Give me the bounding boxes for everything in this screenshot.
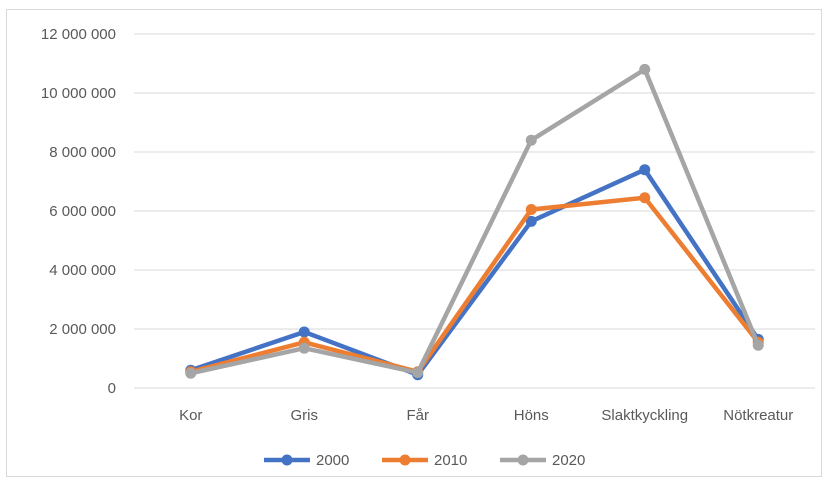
legend-swatch-marker	[517, 454, 529, 466]
legend-label: 2020	[552, 452, 585, 469]
legend: 2000 2010 2020	[264, 452, 585, 469]
x-tick-label: Slaktkyckling	[601, 407, 688, 424]
x-tick-label: Kor	[179, 407, 202, 424]
y-axis-ticks: 0 2 000 000 4 000 000 6 000 000 8 000 000 10 …	[41, 26, 116, 397]
series-2020	[185, 63, 764, 379]
legend-label: 2000	[316, 452, 349, 469]
gridlines	[134, 33, 815, 389]
y-tick-label: 0	[108, 380, 116, 397]
data-point	[639, 164, 651, 176]
legend-swatch-marker	[281, 454, 293, 466]
data-point	[185, 367, 197, 379]
data-point	[525, 134, 537, 146]
legend-swatch-marker	[399, 454, 411, 466]
x-axis-ticks: Kor Gris Får Höns Slaktkyckling Nötkreatur	[179, 407, 793, 424]
series-line	[188, 195, 761, 375]
legend-item-2000: 2000	[264, 452, 349, 469]
data-point	[298, 326, 310, 338]
x-tick-label: Nötkreatur	[723, 407, 793, 424]
data-point	[412, 367, 424, 379]
data-point	[525, 215, 537, 227]
data-point	[525, 204, 537, 216]
data-point	[752, 339, 764, 351]
legend-label: 2010	[434, 452, 467, 469]
y-tick-label: 2 000 000	[49, 321, 116, 338]
y-tick-label: 10 000 000	[41, 85, 116, 102]
series-line	[188, 67, 761, 376]
series-2000	[185, 164, 764, 381]
x-tick-label: Gris	[291, 407, 319, 424]
chart-frame	[6, 9, 822, 477]
data-point	[298, 342, 310, 354]
x-tick-label: Får	[407, 407, 430, 424]
data-point	[639, 63, 651, 75]
series-lines	[185, 63, 764, 381]
y-tick-label: 6 000 000	[49, 203, 116, 220]
y-tick-label: 4 000 000	[49, 262, 116, 279]
legend-item-2020: 2020	[500, 452, 585, 469]
y-tick-label: 8 000 000	[49, 144, 116, 161]
data-point	[639, 192, 651, 204]
x-tick-label: Höns	[514, 407, 549, 424]
y-tick-label: 12 000 000	[41, 26, 116, 43]
series-line	[188, 167, 761, 377]
legend-item-2010: 2010	[382, 452, 467, 469]
